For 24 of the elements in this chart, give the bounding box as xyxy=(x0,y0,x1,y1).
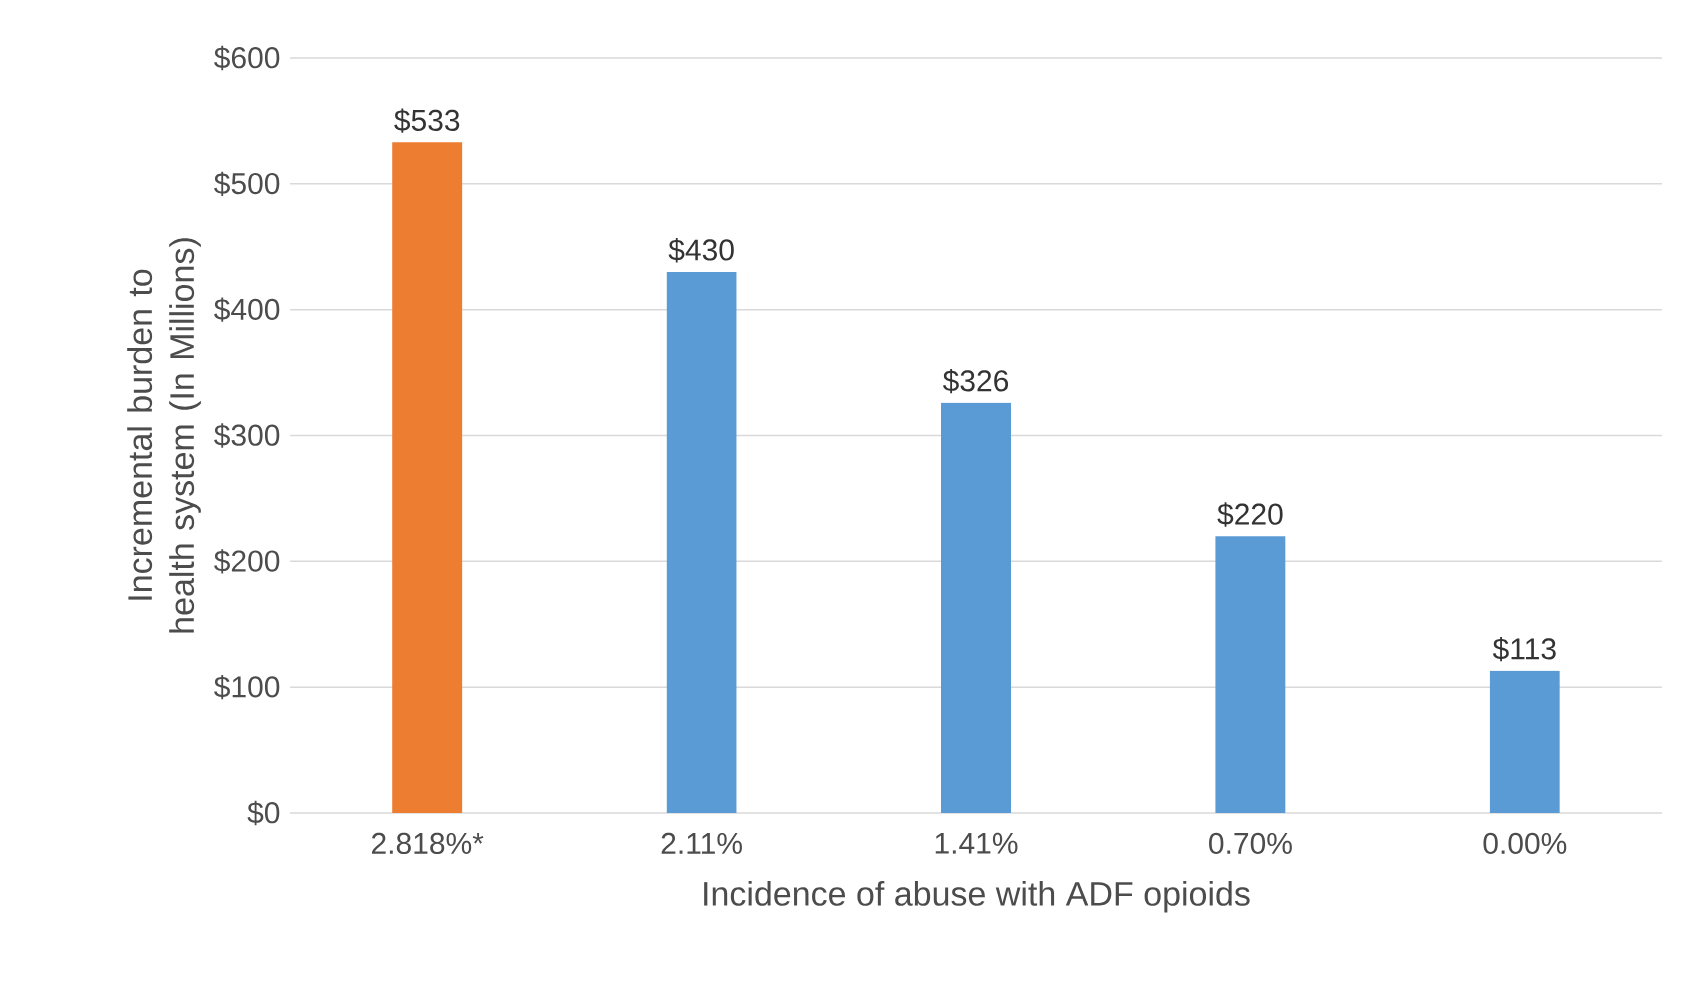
x-tick-label: 0.00% xyxy=(1483,832,1567,855)
y-tick-label: $100 xyxy=(214,675,280,700)
data-label: $533 xyxy=(394,108,460,133)
bar xyxy=(392,142,463,813)
data-label: $113 xyxy=(1492,636,1556,662)
x-axis-title: Incidence of abuse with ADF opioids xyxy=(704,880,1250,913)
bar xyxy=(941,402,1012,813)
data-label: $220 xyxy=(1217,502,1283,527)
x-tick-label: 1.41% xyxy=(935,832,1018,854)
bar xyxy=(1489,670,1560,813)
y-tick-label: $600 xyxy=(214,45,280,71)
x-tick-label: 2.11% xyxy=(661,832,742,854)
bar xyxy=(666,271,737,813)
x-tick-label: 2.818%* xyxy=(372,832,484,855)
y-tick-label: $500 xyxy=(214,171,280,196)
y-axis-title: Incremental burden to health system (In Millions) xyxy=(127,238,201,633)
y-tick-label: $300 xyxy=(214,423,280,448)
y-tick-label: $200 xyxy=(214,549,280,574)
x-tick-label: 0.70% xyxy=(1209,832,1292,855)
bar xyxy=(1215,536,1286,813)
data-label: $430 xyxy=(668,238,734,263)
y-tick-label: $400 xyxy=(214,297,280,322)
data-label: $326 xyxy=(942,368,1009,394)
y-tick-label: $0 xyxy=(247,800,280,826)
